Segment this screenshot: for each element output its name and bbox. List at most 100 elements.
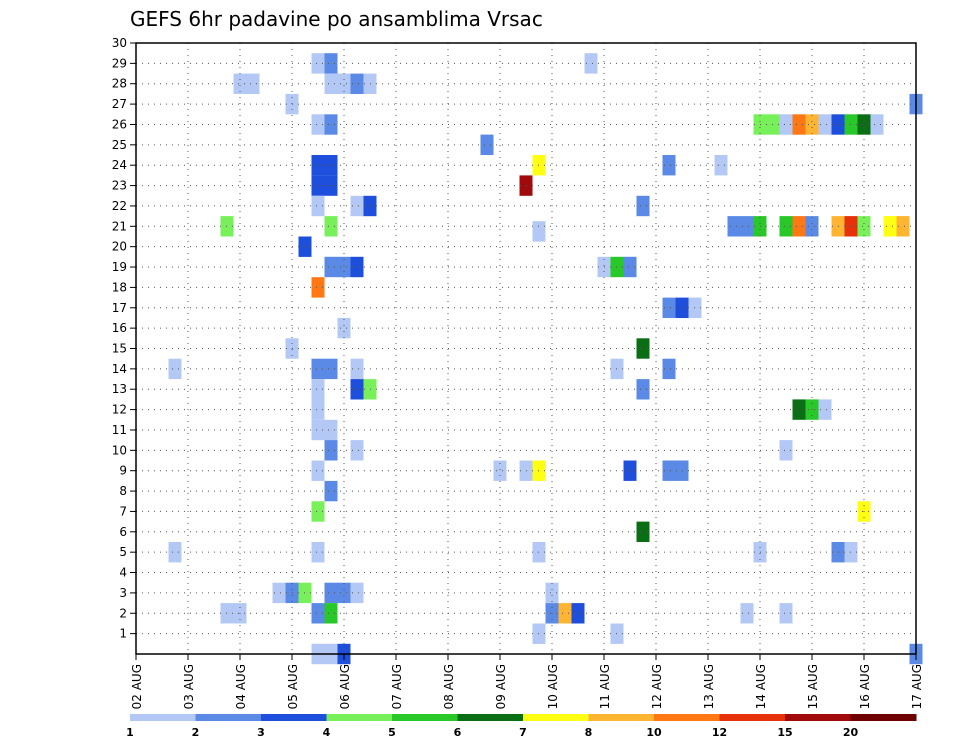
precip-cell: [311, 53, 325, 74]
precip-cell: [337, 317, 351, 339]
precip-cell: [311, 277, 325, 298]
precip-cell: [558, 603, 572, 624]
colorbar-label: 4: [323, 726, 331, 739]
precip-cell: [792, 216, 806, 237]
y-tick-label: 9: [119, 464, 127, 478]
colorbar: 1 2 3 4 5 6 7 8 10 12 15 20: [126, 714, 917, 739]
chart-title: GEFS 6hr padavine po ansamblima Vrsac: [130, 7, 543, 31]
y-tick-label: 26: [112, 117, 127, 131]
x-axis: 02 AUG 03 AUG 04 AUG 05 AUG 06 AUG 07 AUG 08 A…: [130, 654, 924, 709]
y-tick-label: 22: [112, 199, 127, 213]
precip-cell: [883, 216, 897, 237]
x-tick-label: 12 AUG: [650, 664, 664, 709]
precip-cell: [233, 73, 247, 94]
precip-cell: [857, 216, 871, 237]
y-tick-label: 13: [112, 382, 127, 396]
x-tick-label: 13 AUG: [702, 664, 716, 709]
x-tick-label: 06 AUG: [338, 664, 352, 709]
y-tick-label: 7: [119, 504, 127, 518]
precip-cell: [662, 297, 676, 318]
precip-cell: [324, 53, 338, 74]
x-tick-label: 09 AUG: [494, 664, 508, 709]
precip-cell: [311, 358, 325, 380]
precip-cell: [818, 114, 832, 135]
precip-cell: [311, 155, 325, 176]
x-tick-label: 17 AUG: [910, 664, 924, 709]
y-tick-label: 4: [119, 566, 127, 580]
colorbar-swatch: [850, 714, 917, 721]
precip-cell: [311, 399, 325, 420]
colorbar-label: 2: [192, 726, 200, 739]
x-tick-label: 10 AUG: [546, 664, 560, 709]
y-tick-label: 27: [112, 97, 127, 111]
precip-cell: [779, 440, 793, 461]
precip-cell: [714, 155, 728, 176]
precip-cell: [857, 114, 871, 135]
precip-cell: [324, 114, 338, 135]
precip-cell: [545, 582, 559, 604]
precip-cell: [324, 358, 338, 380]
precip-cell: [168, 542, 182, 563]
grid-lines: [136, 43, 916, 654]
y-tick-label: 11: [112, 423, 127, 437]
precip-cell: [636, 379, 650, 400]
precip-cell: [870, 114, 884, 135]
y-tick-label: 24: [112, 158, 127, 172]
precip-cell: [623, 460, 637, 481]
precip-cell: [324, 582, 338, 604]
y-tick-label: 15: [112, 342, 127, 356]
y-tick-label: 28: [112, 77, 127, 91]
colorbar-swatch: [195, 714, 262, 721]
precip-cell: [350, 195, 364, 217]
colorbar-label: 8: [585, 726, 593, 739]
colorbar-label: 10: [646, 726, 662, 739]
x-tick-label: 16 AUG: [858, 664, 872, 709]
colorbar-label: 15: [777, 726, 792, 739]
colorbar-label: 7: [519, 726, 527, 739]
x-tick-label: 04 AUG: [234, 664, 248, 709]
y-tick-label: 1: [119, 627, 127, 641]
precip-cell: [324, 603, 338, 624]
y-tick-label: 3: [119, 586, 127, 600]
colorbar-label: 3: [257, 726, 265, 739]
y-tick-label: 2: [119, 606, 127, 620]
precip-cell: [311, 175, 325, 196]
y-tick-label: 17: [112, 301, 127, 315]
precip-cell: [740, 603, 754, 624]
y-tick-label: 18: [112, 280, 127, 294]
colorbar-swatch: [130, 714, 196, 721]
colorbar-swatch: [523, 714, 589, 721]
y-tick-label: 30: [112, 36, 127, 50]
precip-cell: [350, 582, 364, 604]
precip-cell: [324, 175, 338, 196]
y-tick-label: 20: [112, 240, 127, 254]
precip-cell: [740, 216, 754, 237]
precip-cell: [311, 114, 325, 135]
precip-cell: [480, 134, 494, 155]
colorbar-swatch: [326, 714, 393, 721]
precip-cell: [805, 216, 819, 237]
y-tick-label: 21: [112, 219, 127, 233]
precip-cell: [792, 399, 806, 420]
precip-cell: [805, 114, 819, 135]
precip-cell: [662, 155, 676, 176]
precip-cell: [792, 114, 806, 135]
precip-cell: [779, 603, 793, 624]
colorbar-swatch: [261, 714, 327, 721]
x-tick-label: 02 AUG: [130, 664, 144, 709]
precip-cell: [311, 379, 325, 400]
y-tick-label: 5: [119, 545, 127, 559]
precip-cell: [311, 195, 325, 217]
y-tick-label: 25: [112, 138, 127, 152]
precip-cell: [168, 358, 182, 380]
heatmap-cells: [168, 53, 923, 665]
precip-cell: [337, 73, 351, 94]
precip-cell: [324, 256, 338, 278]
precip-cell: [350, 440, 364, 461]
precip-cell: [337, 256, 351, 278]
y-tick-label: 19: [112, 260, 127, 274]
precip-cell: [311, 542, 325, 563]
precip-cell: [350, 358, 364, 380]
colorbar-label: 12: [712, 726, 727, 739]
